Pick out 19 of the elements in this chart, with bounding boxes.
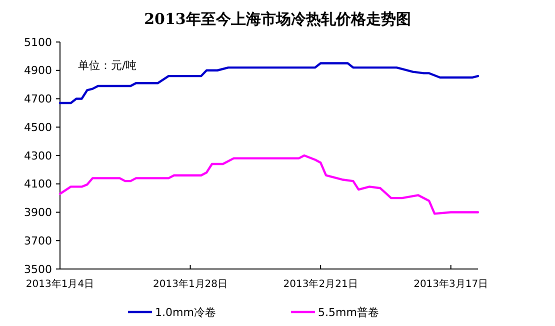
annotation: 单位：元/吨 xyxy=(78,59,137,72)
x-tick-label: 2013年1月28日 xyxy=(153,278,228,290)
line-series xyxy=(58,154,480,215)
y-tick-label: 5100 xyxy=(24,36,52,49)
y-tick-label: 3900 xyxy=(24,206,52,220)
legend-label: 1.0mm冷卷 xyxy=(155,306,216,319)
y-tick-label: 4700 xyxy=(24,92,52,106)
y-tick-label: 3500 xyxy=(24,262,52,276)
line-series xyxy=(58,62,480,104)
y-tick-label: 4100 xyxy=(24,178,52,191)
x-tick-label: 2013年3月17日 xyxy=(414,278,488,290)
y-tick-label: 3700 xyxy=(24,234,52,248)
y-tick-label: 4500 xyxy=(24,120,52,134)
x-tick-label: 2013年1月4日 xyxy=(26,278,94,290)
legend-label: 5.5mm普卷 xyxy=(318,306,379,319)
chart-title: 2013年至今上海市场冷热轧价格走势图 xyxy=(144,10,411,28)
x-tick-label: 2013年2月21日 xyxy=(283,278,358,290)
y-tick-label: 4900 xyxy=(24,64,52,78)
y-tick-label: 4300 xyxy=(24,149,52,162)
